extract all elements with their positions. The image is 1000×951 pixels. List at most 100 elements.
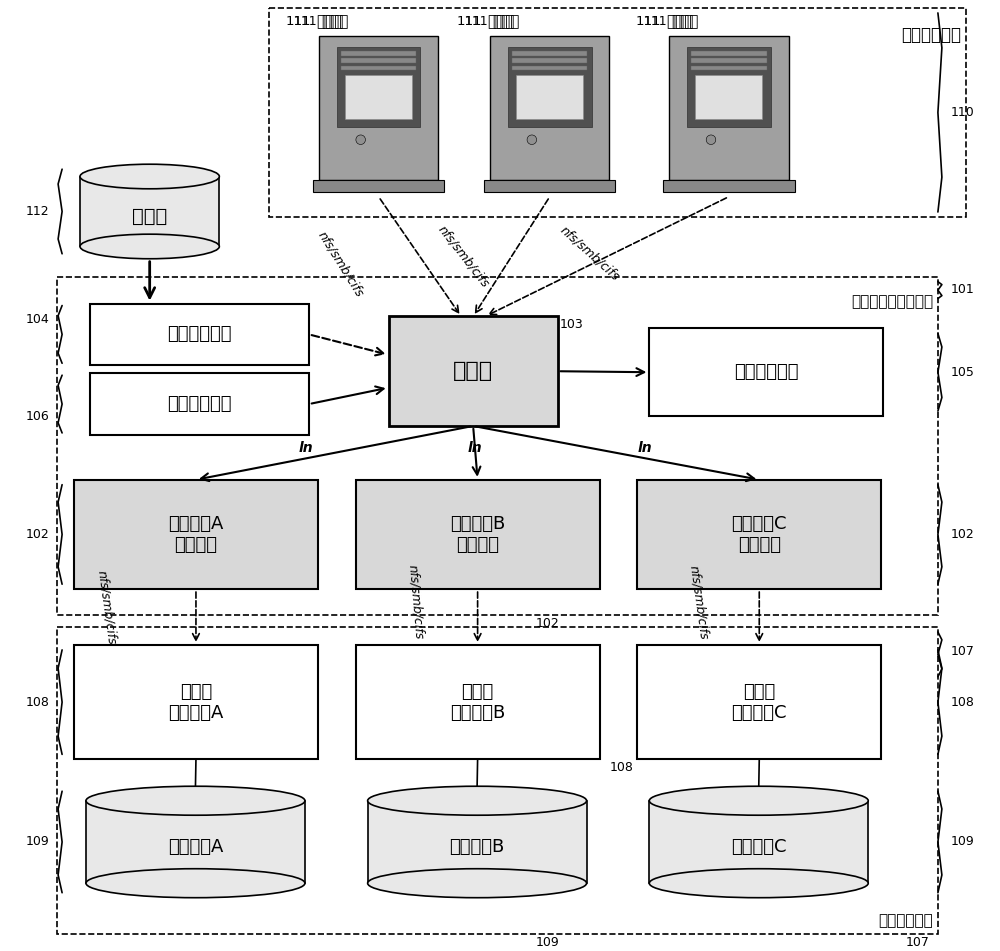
Bar xyxy=(695,75,762,119)
Bar xyxy=(691,66,767,70)
Bar xyxy=(490,36,609,180)
Bar xyxy=(337,48,420,126)
Bar xyxy=(687,48,771,126)
Bar xyxy=(649,801,868,883)
Text: 108: 108 xyxy=(25,695,49,708)
Text: 112: 112 xyxy=(26,205,49,218)
Bar xyxy=(319,36,438,180)
Bar xyxy=(80,177,219,246)
Text: 存储服务C
挂载目录: 存储服务C 挂载目录 xyxy=(732,515,787,553)
Text: 104: 104 xyxy=(25,313,49,326)
Text: nfs/smb/cifs: nfs/smb/cifs xyxy=(315,228,366,299)
Text: nfs/smb/cifs: nfs/smb/cifs xyxy=(687,564,711,640)
Text: 109: 109 xyxy=(25,836,49,848)
Text: 文件移动算法: 文件移动算法 xyxy=(167,395,232,413)
Text: 存储设备A: 存储设备A xyxy=(168,838,223,856)
Ellipse shape xyxy=(86,868,305,898)
Text: 111: 111 xyxy=(457,15,482,29)
Bar xyxy=(484,180,615,192)
Text: 文件删除算法: 文件删除算法 xyxy=(734,363,798,381)
Text: 109: 109 xyxy=(951,836,975,848)
Circle shape xyxy=(356,135,365,145)
Text: 108: 108 xyxy=(951,695,975,708)
Text: 分布式
存储服务A: 分布式 存储服务A xyxy=(168,683,224,722)
Bar xyxy=(637,479,881,590)
Bar xyxy=(389,317,558,426)
Text: 存储设备C: 存储设备C xyxy=(731,838,787,856)
Text: 异构分布式存储系统: 异构分布式存储系统 xyxy=(851,295,933,310)
Text: 111: 111 xyxy=(285,15,311,29)
Text: 111: 111 xyxy=(293,15,317,29)
Bar xyxy=(691,51,767,56)
Text: 111: 111 xyxy=(636,15,661,29)
Bar xyxy=(86,801,305,883)
Bar xyxy=(57,627,938,934)
Text: 102: 102 xyxy=(25,528,49,541)
Circle shape xyxy=(706,135,716,145)
Text: 链接池: 链接池 xyxy=(453,361,493,381)
Bar xyxy=(512,58,587,64)
Circle shape xyxy=(527,135,537,145)
Bar xyxy=(341,51,416,56)
Text: 102: 102 xyxy=(535,617,559,631)
Bar xyxy=(341,66,416,70)
Bar xyxy=(74,645,318,759)
Text: 108: 108 xyxy=(609,762,633,774)
Bar xyxy=(90,373,309,435)
Bar xyxy=(368,801,587,883)
Bar xyxy=(649,328,883,416)
Text: 服务器: 服务器 xyxy=(666,14,694,29)
Text: ln: ln xyxy=(299,441,313,455)
Ellipse shape xyxy=(80,165,219,189)
Ellipse shape xyxy=(86,786,305,815)
Text: 111: 111 xyxy=(644,15,667,29)
Text: 分布式
存储服务B: 分布式 存储服务B xyxy=(450,683,505,722)
Text: 存储服务B
挂载目录: 存储服务B 挂载目录 xyxy=(450,515,505,553)
Bar xyxy=(341,58,416,64)
Text: 103: 103 xyxy=(560,319,583,332)
Ellipse shape xyxy=(368,868,587,898)
Bar xyxy=(57,277,938,615)
Text: 105: 105 xyxy=(951,366,975,378)
Text: 底层存储系统: 底层存储系统 xyxy=(878,914,933,928)
Bar xyxy=(345,75,412,119)
Bar xyxy=(508,48,592,126)
Bar xyxy=(512,51,587,56)
Bar xyxy=(90,303,309,365)
Text: 101: 101 xyxy=(951,283,975,296)
Text: 110: 110 xyxy=(951,106,975,119)
Text: 存储设备B: 存储设备B xyxy=(449,838,505,856)
Text: nfs/smb/cifs: nfs/smb/cifs xyxy=(95,569,119,645)
Bar xyxy=(356,645,600,759)
Text: 服务器: 服务器 xyxy=(492,14,519,29)
Bar xyxy=(269,8,966,217)
Bar xyxy=(512,66,587,70)
Text: 服务器: 服务器 xyxy=(671,14,699,29)
Text: 分布式
存储服务C: 分布式 存储服务C xyxy=(732,683,787,722)
Bar xyxy=(74,479,318,590)
Text: 107: 107 xyxy=(951,646,975,658)
Text: 服务器: 服务器 xyxy=(316,14,343,29)
Bar xyxy=(637,645,881,759)
Text: 上层应用集群: 上层应用集群 xyxy=(901,26,961,44)
Text: 文件写入算法: 文件写入算法 xyxy=(167,325,232,343)
Text: 102: 102 xyxy=(951,528,975,541)
Text: 服务器: 服务器 xyxy=(321,14,348,29)
Bar xyxy=(356,479,600,590)
Text: 106: 106 xyxy=(25,410,49,422)
Text: nfs/smb/cifs: nfs/smb/cifs xyxy=(557,223,622,283)
Text: nfs/smb/cifs: nfs/smb/cifs xyxy=(406,564,425,640)
Ellipse shape xyxy=(649,868,868,898)
Text: 文件源: 文件源 xyxy=(132,207,167,226)
Text: 服务器: 服务器 xyxy=(487,14,514,29)
Ellipse shape xyxy=(649,786,868,815)
Bar xyxy=(663,180,795,192)
Bar xyxy=(516,75,583,119)
Text: ln: ln xyxy=(637,441,652,455)
Text: 111: 111 xyxy=(464,15,488,29)
Bar xyxy=(691,58,767,64)
Text: 109: 109 xyxy=(535,936,559,948)
Text: nfs/smb/cifs: nfs/smb/cifs xyxy=(435,223,491,290)
Ellipse shape xyxy=(80,234,219,259)
Ellipse shape xyxy=(368,786,587,815)
